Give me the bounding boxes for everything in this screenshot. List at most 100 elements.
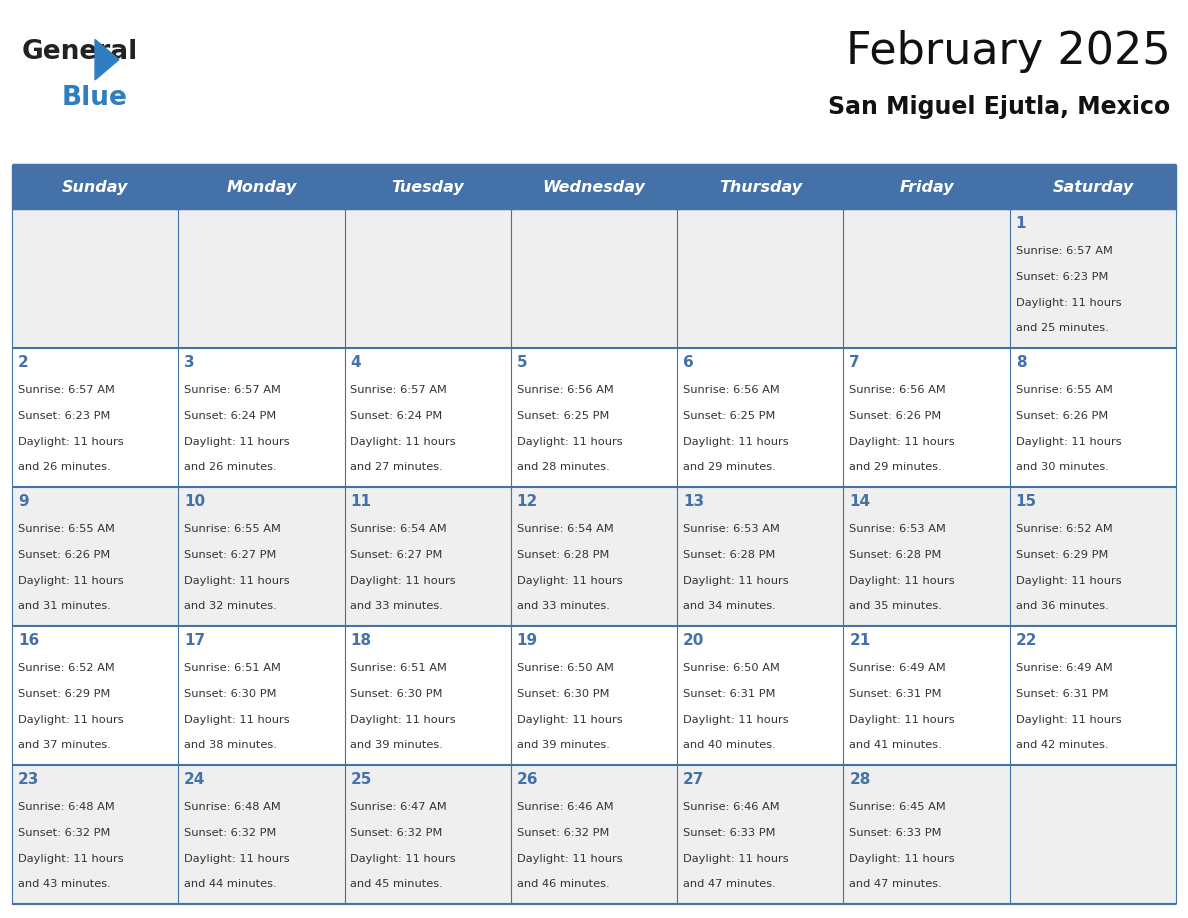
Text: Daylight: 11 hours: Daylight: 11 hours [184,437,290,447]
Text: Sunset: 6:27 PM: Sunset: 6:27 PM [184,550,277,560]
Text: Sunset: 6:32 PM: Sunset: 6:32 PM [184,828,277,838]
Text: Daylight: 11 hours: Daylight: 11 hours [1016,576,1121,586]
Text: and 30 minutes.: and 30 minutes. [1016,463,1108,473]
Bar [12,626,1176,766]
Text: 2: 2 [18,354,29,370]
Text: Daylight: 11 hours: Daylight: 11 hours [184,715,290,724]
Text: Daylight: 11 hours: Daylight: 11 hours [184,576,290,586]
Text: and 36 minutes.: and 36 minutes. [1016,601,1108,611]
Text: Sunset: 6:33 PM: Sunset: 6:33 PM [683,828,776,838]
Bar [12,165,178,209]
Text: Sunrise: 6:57 AM: Sunrise: 6:57 AM [184,386,282,396]
Bar [345,165,511,209]
Text: and 34 minutes.: and 34 minutes. [683,601,776,611]
Text: Daylight: 11 hours: Daylight: 11 hours [18,715,124,724]
Text: 12: 12 [517,494,538,509]
Text: Sunset: 6:32 PM: Sunset: 6:32 PM [350,828,443,838]
Text: 24: 24 [184,772,206,787]
Text: Friday: Friday [899,180,954,195]
Text: Sunrise: 6:50 AM: Sunrise: 6:50 AM [683,664,781,673]
Text: 1: 1 [1016,216,1026,230]
Text: 10: 10 [184,494,206,509]
Text: and 31 minutes.: and 31 minutes. [18,601,110,611]
Text: Sunrise: 6:53 AM: Sunrise: 6:53 AM [683,524,781,534]
Bar [12,487,1176,626]
Text: Sunrise: 6:49 AM: Sunrise: 6:49 AM [849,664,946,673]
Text: Sunrise: 6:48 AM: Sunrise: 6:48 AM [184,802,280,812]
Text: 28: 28 [849,772,871,787]
Text: Sunset: 6:26 PM: Sunset: 6:26 PM [18,550,110,560]
Text: 20: 20 [683,633,704,648]
Text: Thursday: Thursday [719,180,802,195]
Text: Daylight: 11 hours: Daylight: 11 hours [350,437,456,447]
Text: Sunset: 6:33 PM: Sunset: 6:33 PM [849,828,942,838]
Text: Daylight: 11 hours: Daylight: 11 hours [350,715,456,724]
Text: Sunset: 6:31 PM: Sunset: 6:31 PM [683,689,776,699]
Text: Sunset: 6:32 PM: Sunset: 6:32 PM [517,828,609,838]
Text: and 27 minutes.: and 27 minutes. [350,463,443,473]
Text: Daylight: 11 hours: Daylight: 11 hours [849,576,955,586]
Text: and 37 minutes.: and 37 minutes. [18,741,110,750]
Text: Sunrise: 6:57 AM: Sunrise: 6:57 AM [1016,246,1113,256]
Text: Daylight: 11 hours: Daylight: 11 hours [849,437,955,447]
Text: 15: 15 [1016,494,1037,509]
Text: 16: 16 [18,633,39,648]
Polygon shape [95,39,119,80]
Text: 27: 27 [683,772,704,787]
Text: 14: 14 [849,494,871,509]
Text: Sunset: 6:26 PM: Sunset: 6:26 PM [1016,411,1108,421]
Text: Daylight: 11 hours: Daylight: 11 hours [350,576,456,586]
Text: 26: 26 [517,772,538,787]
Text: Sunset: 6:28 PM: Sunset: 6:28 PM [517,550,609,560]
Text: and 39 minutes.: and 39 minutes. [517,741,609,750]
Text: Sunset: 6:31 PM: Sunset: 6:31 PM [1016,689,1108,699]
Text: and 29 minutes.: and 29 minutes. [849,463,942,473]
Text: Daylight: 11 hours: Daylight: 11 hours [18,854,124,864]
Text: Daylight: 11 hours: Daylight: 11 hours [517,437,623,447]
Text: and 42 minutes.: and 42 minutes. [1016,741,1108,750]
Text: Daylight: 11 hours: Daylight: 11 hours [849,854,955,864]
Text: Sunset: 6:32 PM: Sunset: 6:32 PM [18,828,110,838]
Text: 11: 11 [350,494,372,509]
Text: Sunrise: 6:55 AM: Sunrise: 6:55 AM [18,524,115,534]
Text: Sunrise: 6:54 AM: Sunrise: 6:54 AM [350,524,447,534]
Text: Sunset: 6:28 PM: Sunset: 6:28 PM [849,550,942,560]
Text: 9: 9 [18,494,29,509]
Text: Sunrise: 6:49 AM: Sunrise: 6:49 AM [1016,664,1112,673]
Text: Daylight: 11 hours: Daylight: 11 hours [184,854,290,864]
Text: Sunrise: 6:45 AM: Sunrise: 6:45 AM [849,802,946,812]
Text: and 32 minutes.: and 32 minutes. [184,601,277,611]
Text: and 46 minutes.: and 46 minutes. [517,879,609,890]
Text: Sunrise: 6:56 AM: Sunrise: 6:56 AM [683,386,779,396]
Text: and 45 minutes.: and 45 minutes. [350,879,443,890]
Text: and 33 minutes.: and 33 minutes. [517,601,609,611]
Text: Sunset: 6:24 PM: Sunset: 6:24 PM [184,411,277,421]
Text: Saturday: Saturday [1053,180,1133,195]
Text: Sunset: 6:30 PM: Sunset: 6:30 PM [517,689,609,699]
Text: Sunset: 6:30 PM: Sunset: 6:30 PM [350,689,443,699]
Text: Sunday: Sunday [62,180,128,195]
Text: and 35 minutes.: and 35 minutes. [849,601,942,611]
Text: Sunset: 6:25 PM: Sunset: 6:25 PM [683,411,776,421]
Bar [12,348,1176,487]
Text: Daylight: 11 hours: Daylight: 11 hours [683,437,789,447]
Text: 6: 6 [683,354,694,370]
Text: 25: 25 [350,772,372,787]
Text: Sunrise: 6:47 AM: Sunrise: 6:47 AM [350,802,447,812]
Text: Sunset: 6:25 PM: Sunset: 6:25 PM [517,411,609,421]
Bar [1010,165,1176,209]
Text: Daylight: 11 hours: Daylight: 11 hours [1016,715,1121,724]
Text: Sunrise: 6:56 AM: Sunrise: 6:56 AM [517,386,613,396]
Text: Sunset: 6:31 PM: Sunset: 6:31 PM [849,689,942,699]
Text: Sunset: 6:23 PM: Sunset: 6:23 PM [18,411,110,421]
Text: 3: 3 [184,354,195,370]
Text: Sunrise: 6:51 AM: Sunrise: 6:51 AM [184,664,282,673]
Text: Sunrise: 6:54 AM: Sunrise: 6:54 AM [517,524,613,534]
Text: 21: 21 [849,633,871,648]
Text: Daylight: 11 hours: Daylight: 11 hours [1016,437,1121,447]
Text: 13: 13 [683,494,704,509]
Text: Sunrise: 6:46 AM: Sunrise: 6:46 AM [517,802,613,812]
Text: Sunrise: 6:51 AM: Sunrise: 6:51 AM [350,664,448,673]
Text: Sunrise: 6:55 AM: Sunrise: 6:55 AM [184,524,282,534]
Text: Daylight: 11 hours: Daylight: 11 hours [683,854,789,864]
